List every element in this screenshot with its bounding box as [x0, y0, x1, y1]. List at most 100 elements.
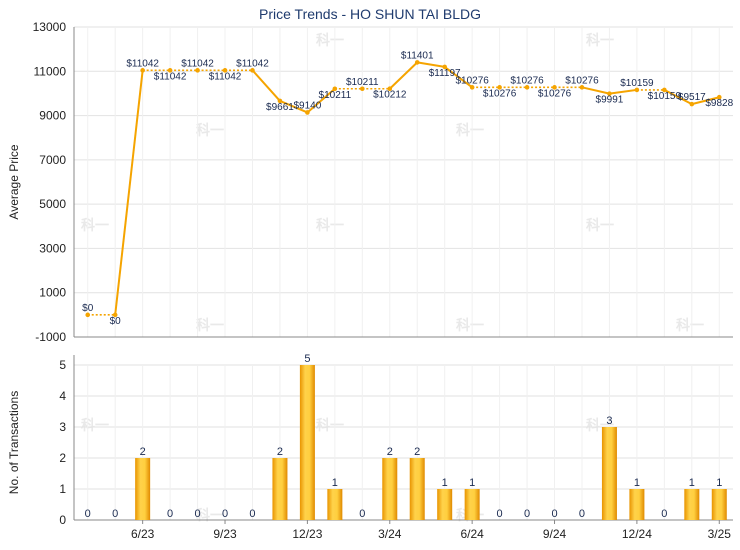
price-data-labels: $0$0$11042$11042$11042$11042$11042$9661 $…	[82, 50, 733, 326]
transactions-count-label: 1	[442, 477, 448, 489]
x-tick-label: 6/23	[131, 527, 155, 541]
transactions-y-tick-label: 3	[59, 420, 66, 434]
x-tick-label: 12/23	[292, 527, 322, 541]
transactions-count-label: 2	[414, 446, 420, 458]
price-data-label: $11042	[209, 71, 242, 82]
price-data-label: $11197	[429, 68, 461, 79]
x-tick-label: 9/24	[543, 527, 567, 541]
price-data-label: $9828	[705, 98, 733, 109]
transactions-count-label: 0	[195, 508, 201, 520]
x-tick-label: 6/24	[460, 527, 484, 541]
transactions-bar	[601, 427, 617, 520]
price-point	[360, 86, 365, 92]
price-line-segment	[691, 96, 720, 106]
price-data-label: $10276	[565, 75, 599, 86]
price-point	[716, 94, 722, 100]
price-line-segment	[306, 87, 336, 114]
price-point	[552, 85, 557, 90]
transactions-y-tick-label: 2	[59, 451, 66, 465]
transactions-count-label: 3	[606, 415, 612, 427]
price-series	[85, 60, 722, 318]
price-y-tick-label: 7000	[39, 153, 66, 167]
transactions-bar	[629, 489, 645, 520]
price-point	[195, 68, 200, 73]
transactions-bar	[409, 458, 425, 520]
price-data-label: $11042	[154, 71, 187, 82]
transactions-count-label: 2	[387, 446, 393, 458]
transactions-y-tick-label: 0	[59, 513, 66, 527]
price-data-label: $9991	[596, 95, 624, 106]
price-y-tick-label: 13000	[33, 20, 67, 34]
transactions-y-axis-title: No. of Transactions	[7, 391, 21, 494]
transactions-count-label: 0	[85, 508, 91, 520]
price-data-label: $10212	[373, 90, 407, 101]
price-line-segment	[279, 100, 308, 114]
price-point	[140, 68, 145, 73]
price-data-label: $10276	[483, 88, 517, 99]
price-point	[442, 64, 447, 70]
transactions-count-label: 5	[304, 353, 310, 365]
price-point	[689, 101, 695, 107]
watermark-mark: 科一	[456, 122, 484, 139]
transactions-count-label: 0	[249, 508, 255, 520]
x-tick-label: 3/25	[708, 527, 732, 541]
transactions-count-label: 0	[359, 508, 365, 520]
price-data-label: $10276	[455, 75, 489, 86]
x-tick-label: 3/24	[378, 527, 402, 541]
transactions-bar	[299, 365, 315, 520]
price-point	[524, 85, 530, 90]
price-data-label: $11042	[181, 58, 214, 69]
price-data-label: $0	[82, 303, 94, 314]
watermark-mark: 科一	[196, 317, 224, 334]
price-point	[469, 85, 475, 90]
price-data-label: $11401	[401, 50, 434, 61]
price-data-label: $9517	[678, 92, 706, 103]
price-data-label: $10211	[319, 90, 352, 101]
watermark-mark: 科一	[316, 417, 344, 434]
price-point	[277, 98, 283, 104]
price-data-label: $10159	[620, 78, 654, 89]
transactions-bar	[382, 458, 398, 520]
price-point	[250, 68, 255, 73]
watermark-mark: 科一	[81, 417, 109, 434]
transactions-count-label: 2	[277, 446, 283, 458]
price-data-label: $10276	[510, 75, 544, 86]
price-data-label: $0	[110, 316, 122, 327]
price-point	[662, 87, 667, 93]
price-point	[305, 110, 310, 115]
price-data-label: $11042	[236, 58, 269, 69]
price-line-segment	[444, 66, 473, 89]
price-line-segment	[581, 86, 610, 95]
transactions-count-label: 0	[112, 508, 118, 520]
transactions-count-labels: 0 0 2 0 0 0 0 2 5 1 0 2 2 1 1 0 0 0 0 3 1 0 1 1	[85, 353, 723, 520]
transactions-bar	[135, 458, 151, 520]
price-point	[414, 60, 420, 65]
price-axes: -1000 1000 3000 5000 7000 9000 11000 13000 Avera…	[7, 20, 733, 344]
watermark-mark: 科一	[316, 32, 344, 49]
price-y-tick-label: -1000	[35, 330, 66, 344]
price-data-label: $10211	[346, 77, 379, 88]
watermark-mark: 科一	[586, 217, 614, 234]
transactions-count-label: 0	[579, 508, 585, 520]
price-point	[85, 312, 91, 318]
price-point	[222, 68, 228, 73]
transactions-count-label: 1	[689, 477, 695, 489]
price-line-segment	[389, 61, 418, 90]
price-y-tick-label: 5000	[39, 197, 66, 211]
price-data-label: $9140	[293, 100, 321, 111]
transactions-bar	[437, 489, 453, 520]
x-tick-label: 12/24	[622, 527, 652, 541]
chart-title: Price Trends - HO SHUN TAI BLDG	[259, 6, 481, 22]
transactions-count-label: 0	[497, 508, 503, 520]
transactions-bar	[272, 458, 288, 520]
transactions-bar	[464, 489, 480, 520]
transactions-count-label: 0	[167, 508, 173, 520]
transactions-y-tick-label: 4	[59, 389, 66, 403]
price-point	[112, 312, 118, 318]
transactions-count-label: 0	[222, 508, 228, 520]
transactions-bar	[711, 489, 727, 520]
price-line-segment	[609, 88, 638, 95]
transactions-count-label: 1	[634, 477, 640, 489]
price-point	[167, 68, 173, 73]
